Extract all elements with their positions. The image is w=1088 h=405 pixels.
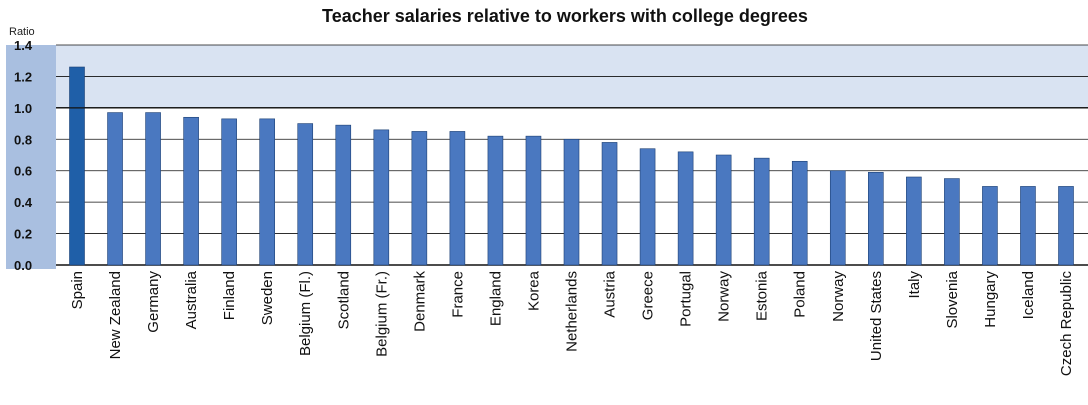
y-tick-label: 0.8 <box>14 132 32 147</box>
bar-australia <box>183 116 199 266</box>
y-axis-label: Ratio <box>9 26 35 38</box>
bar-korea <box>525 135 542 266</box>
bar-hungary <box>982 186 998 266</box>
bar-sweden <box>259 118 275 266</box>
x-tick-label: Greece <box>640 271 657 320</box>
bar-greece <box>639 148 656 266</box>
bar-new-zealand <box>107 112 123 266</box>
bar-poland <box>791 160 808 266</box>
x-tick-label: Germany <box>145 271 162 333</box>
x-tick-label: Czech Republic <box>1058 271 1075 377</box>
y-tick-label: 0.4 <box>14 195 33 210</box>
y-tick-label: 1.4 <box>14 38 33 53</box>
x-tick-label: Norway <box>716 271 733 322</box>
bar-czech-republic <box>1058 186 1074 266</box>
x-tick-label: England <box>487 271 504 326</box>
x-tick-label: Norway <box>830 271 847 322</box>
bar-austria <box>601 142 618 266</box>
x-tick-label: Belgium (Fl.) <box>297 271 314 356</box>
y-tick-label: 0.0 <box>14 258 32 273</box>
bar-portugal <box>677 151 694 266</box>
bar-netherlands <box>563 138 580 266</box>
bar-iceland <box>1020 186 1036 266</box>
x-tick-label: Poland <box>792 271 809 318</box>
x-tick-label: Netherlands <box>564 271 581 352</box>
bar-estonia <box>753 157 770 266</box>
x-tick-label: Belgium (Fr.) <box>373 271 390 357</box>
bar-germany <box>145 112 161 266</box>
y-tick-label: 0.6 <box>14 164 32 179</box>
x-tick-label: Slovenia <box>944 270 961 328</box>
bar-france <box>449 131 466 266</box>
x-tick-label: Scotland <box>335 271 352 329</box>
x-tick-label: Iceland <box>1020 271 1037 319</box>
y-tick-label: 1.2 <box>14 69 32 84</box>
bar-scotland <box>335 124 352 266</box>
bar-spain <box>69 66 85 266</box>
bar-norway <box>829 170 846 266</box>
x-tick-label: Austria <box>602 270 619 317</box>
bar-england <box>487 135 504 266</box>
x-tick-label: Denmark <box>411 271 428 332</box>
x-tick-label: Spain <box>69 271 86 309</box>
x-tick-label: Portugal <box>678 271 695 327</box>
bar-slovenia <box>944 178 960 266</box>
y-tick-label: 0.2 <box>14 227 32 242</box>
bar-belgium-fr <box>373 129 390 266</box>
x-tick-label: France <box>449 271 466 318</box>
bar-belgium-fl <box>297 123 314 266</box>
y-tick-label: 1.0 <box>14 101 32 116</box>
x-tick-label: Australia <box>183 270 200 329</box>
x-tick-label: Hungary <box>982 271 999 328</box>
x-tick-label: Korea <box>525 270 542 311</box>
x-tick-label: New Zealand <box>107 271 124 359</box>
x-tick-label: Estonia <box>754 270 771 321</box>
bar-finland <box>221 118 237 266</box>
x-tick-label: United States <box>868 271 885 361</box>
y-axis-panel <box>6 45 56 269</box>
bar-norway <box>715 154 732 266</box>
bar-italy <box>906 176 922 266</box>
x-tick-label: Finland <box>221 271 238 320</box>
bar-denmark <box>411 131 428 266</box>
bar-united-states <box>868 171 884 266</box>
x-tick-label: Italy <box>906 271 923 299</box>
chart-title: Teacher salaries relative to workers wit… <box>322 6 808 26</box>
x-tick-label: Sweden <box>259 271 276 325</box>
